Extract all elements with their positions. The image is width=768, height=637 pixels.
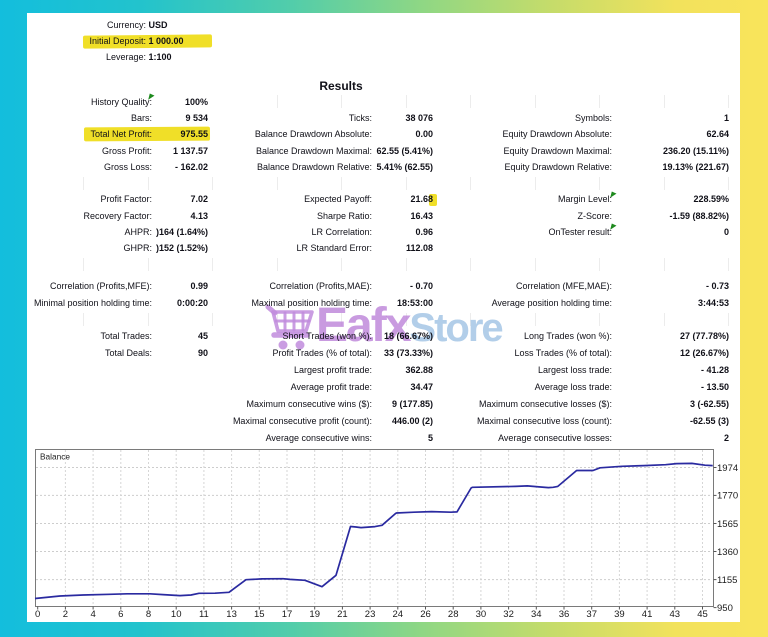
svg-text:45: 45 (697, 609, 708, 620)
svg-text:19: 19 (309, 609, 320, 620)
svg-text:1360: 1360 (717, 547, 738, 558)
svg-text:950: 950 (717, 603, 733, 614)
svg-text:4: 4 (90, 609, 95, 620)
svg-text:1770: 1770 (717, 491, 738, 502)
svg-text:1974: 1974 (717, 463, 738, 474)
svg-text:17: 17 (282, 609, 293, 620)
svg-text:32: 32 (503, 609, 514, 620)
svg-text:15: 15 (254, 609, 265, 620)
svg-text:10: 10 (171, 609, 182, 620)
svg-text:41: 41 (642, 609, 653, 620)
svg-text:13: 13 (226, 609, 237, 620)
svg-text:8: 8 (146, 609, 151, 620)
svg-text:1155: 1155 (717, 575, 737, 586)
svg-text:23: 23 (365, 609, 376, 620)
svg-text:6: 6 (118, 609, 123, 620)
svg-text:26: 26 (420, 609, 431, 620)
svg-text:28: 28 (448, 609, 459, 620)
svg-text:1565: 1565 (717, 519, 738, 530)
svg-text:37: 37 (586, 609, 597, 620)
svg-text:36: 36 (559, 609, 570, 620)
svg-text:0: 0 (35, 609, 40, 620)
svg-text:Balance: Balance (40, 452, 70, 462)
svg-text:34: 34 (531, 609, 542, 620)
svg-text:21: 21 (337, 609, 348, 620)
svg-text:39: 39 (614, 609, 625, 620)
svg-text:11: 11 (199, 609, 209, 620)
svg-text:43: 43 (670, 609, 681, 620)
svg-text:24: 24 (393, 609, 404, 620)
svg-text:2: 2 (63, 609, 68, 620)
svg-text:30: 30 (476, 609, 487, 620)
